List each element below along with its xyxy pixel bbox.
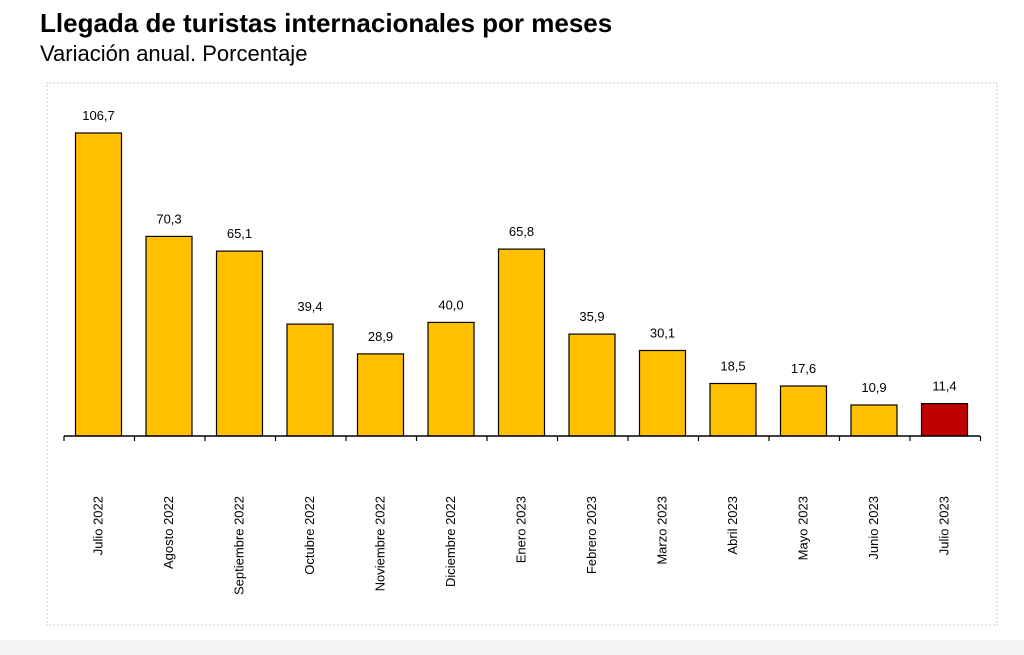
category-label-5: Diciembre 2022 <box>443 496 458 587</box>
bar-8 <box>638 349 687 437</box>
bar-11 <box>850 404 898 437</box>
chart-subtitle: Variación anual. Porcentaje <box>40 41 308 66</box>
category-label-11: Junio 2023 <box>866 496 881 560</box>
value-label-11: 10,9 <box>861 380 886 395</box>
value-label-3: 39,4 <box>297 299 322 314</box>
value-label-2: 65,1 <box>227 226 252 241</box>
bar-12 <box>920 403 969 437</box>
category-label-12: Julio 2023 <box>937 496 952 555</box>
bar-1 <box>145 235 193 437</box>
value-label-9: 18,5 <box>720 359 745 374</box>
category-label-9: Abril 2023 <box>725 496 740 555</box>
chart-frame <box>46 82 998 626</box>
value-label-12: 11,4 <box>932 379 956 394</box>
category-label-10: Mayo 2023 <box>796 496 811 560</box>
chart-title: Llegada de turistas internacionales por … <box>40 8 613 38</box>
bar-7 <box>568 333 616 437</box>
value-label-4: 28,9 <box>368 329 393 344</box>
category-label-3: Octubre 2022 <box>302 496 317 575</box>
value-label-8: 30,1 <box>650 326 675 341</box>
category-label-8: Marzo 2023 <box>655 496 670 565</box>
category-label-4: Noviembre 2022 <box>373 496 388 591</box>
bar-6 <box>497 248 546 437</box>
page-bottom-strip <box>0 640 1024 655</box>
category-label-2: Septiembre 2022 <box>232 496 247 595</box>
value-label-1: 70,3 <box>156 211 181 226</box>
bar-3 <box>286 323 334 437</box>
value-label-5: 40,0 <box>438 297 463 312</box>
value-label-10: 17,6 <box>791 361 816 376</box>
bar-0 <box>74 132 123 437</box>
bar-4 <box>356 353 405 437</box>
bar-9 <box>709 382 757 437</box>
category-label-0: Julio 2022 <box>91 496 106 555</box>
bar-2 <box>215 250 264 437</box>
value-label-0: 106,7 <box>82 108 115 123</box>
value-label-7: 35,9 <box>579 309 604 324</box>
category-label-6: Enero 2023 <box>514 496 529 563</box>
bar-10 <box>779 385 828 437</box>
category-label-7: Febrero 2023 <box>584 496 599 574</box>
bar-5 <box>427 321 475 437</box>
value-label-6: 65,8 <box>509 224 534 239</box>
category-label-1: Agosto 2022 <box>161 496 176 569</box>
